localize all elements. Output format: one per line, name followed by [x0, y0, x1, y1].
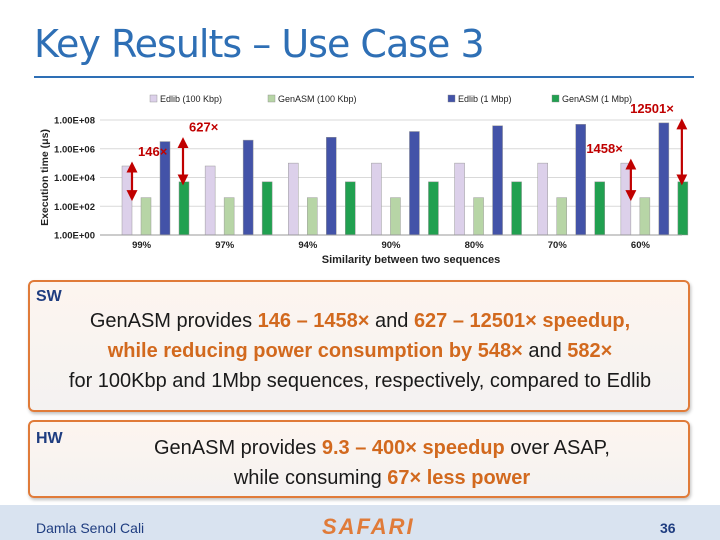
author-name: Damla Senol Cali: [36, 520, 145, 536]
bar: [658, 122, 670, 236]
bar: [121, 165, 133, 236]
hw-speedup: 9.3 – 400× speedup: [321, 437, 505, 459]
sw-line-2: while reducing power consumption by 548×…: [0, 336, 720, 366]
hw-tag: HW: [36, 430, 63, 447]
legend-label: Edlib (1 Mbp): [458, 94, 512, 104]
page-number: 36: [660, 520, 676, 536]
sw-tag: SW: [36, 288, 62, 305]
bar: [473, 197, 484, 236]
sw-line-3: for 100Kbp and 1Mbp sequences, respectiv…: [68, 370, 652, 392]
legend-swatch: [267, 94, 276, 103]
x-tick-label: 97%: [215, 240, 235, 251]
x-tick-label: 90%: [381, 240, 401, 251]
x-tick-label: 60%: [631, 240, 651, 251]
title-underline: [34, 76, 694, 78]
footer-bar: [0, 505, 720, 540]
bar: [677, 181, 689, 236]
safari-logo: SAFARI: [322, 514, 415, 539]
y-tick-label: 1.00E+00: [54, 231, 95, 242]
bar: [409, 131, 420, 236]
execution-time-chart: Edlib (100 Kbp) GenASM (100 Kbp) Edlib (1 …: [39, 94, 689, 266]
legend-label: GenASM (100 Kbp): [278, 94, 357, 104]
bar: [594, 181, 605, 236]
hw-power: 67× less power: [387, 467, 531, 489]
speedup-label: 12501×: [630, 101, 674, 116]
bar: [390, 197, 401, 236]
sw-text: and: [369, 310, 414, 332]
bar: [288, 162, 299, 236]
slide-title: Key Results – Use Case 3: [34, 22, 485, 66]
bar: [261, 181, 273, 236]
y-tick-label: 1.00E+02: [54, 202, 95, 213]
bar: [537, 162, 548, 236]
bar: [511, 181, 522, 236]
speedup-label: 1458×: [586, 141, 623, 156]
speedup-label: 146×: [138, 144, 168, 159]
bar: [326, 137, 337, 236]
sw-line-1: GenASM provides 146 – 1458× and 627 – 12…: [0, 306, 720, 336]
bar: [242, 139, 254, 236]
bar: [556, 197, 567, 236]
sw-results-panel: [28, 280, 690, 412]
sw-text: GenASM provides: [89, 310, 258, 332]
bar: [575, 124, 586, 236]
bar: [178, 181, 190, 236]
bar: [345, 181, 356, 236]
legend-label: GenASM (1 Mbp): [562, 94, 632, 104]
bar: [492, 125, 503, 236]
hw-line-2: while consuming 67× less power: [22, 463, 720, 493]
hw-text: over ASAP,: [504, 437, 610, 459]
bar: [223, 197, 235, 236]
hw-line-1: GenASM provides 9.3 – 400× speedup over …: [22, 433, 720, 463]
legend-label: Edlib (100 Kbp): [160, 94, 222, 104]
sw-speedup-100k: 146 – 1458×: [257, 310, 370, 332]
speedup-label: 627×: [189, 120, 219, 135]
hw-text: GenASM provides: [153, 437, 322, 459]
bar: [204, 165, 216, 236]
bar: [371, 162, 382, 236]
y-tick-label: 1.00E+06: [54, 144, 95, 155]
y-axis-label: Execution time (μs): [39, 129, 51, 226]
x-tick-label: 94%: [298, 240, 318, 251]
sw-speedup-1m: 627 – 12501× speedup,: [413, 310, 631, 332]
sw-power-1m: 582×: [567, 340, 613, 362]
bar: [307, 197, 318, 236]
sw-text: and: [522, 340, 568, 362]
legend-swatch: [447, 94, 456, 103]
hw-results-panel: [28, 420, 690, 498]
x-tick-label: 80%: [465, 240, 485, 251]
bar: [140, 197, 152, 236]
y-tick-label: 1.00E+04: [54, 173, 96, 184]
bar: [454, 162, 465, 236]
bar: [639, 197, 651, 236]
legend-swatch: [149, 94, 158, 103]
y-tick-label: 1.00E+08: [54, 116, 95, 127]
legend-swatch: [551, 94, 560, 103]
sw-power-100k: while reducing power consumption by 548×: [107, 340, 523, 362]
x-axis-label: Similarity between two sequences: [322, 254, 501, 266]
bar: [620, 162, 632, 236]
x-tick-label: 99%: [132, 240, 152, 251]
bar: [428, 181, 439, 236]
hw-text: while consuming: [233, 467, 388, 489]
x-tick-label: 70%: [548, 240, 568, 251]
